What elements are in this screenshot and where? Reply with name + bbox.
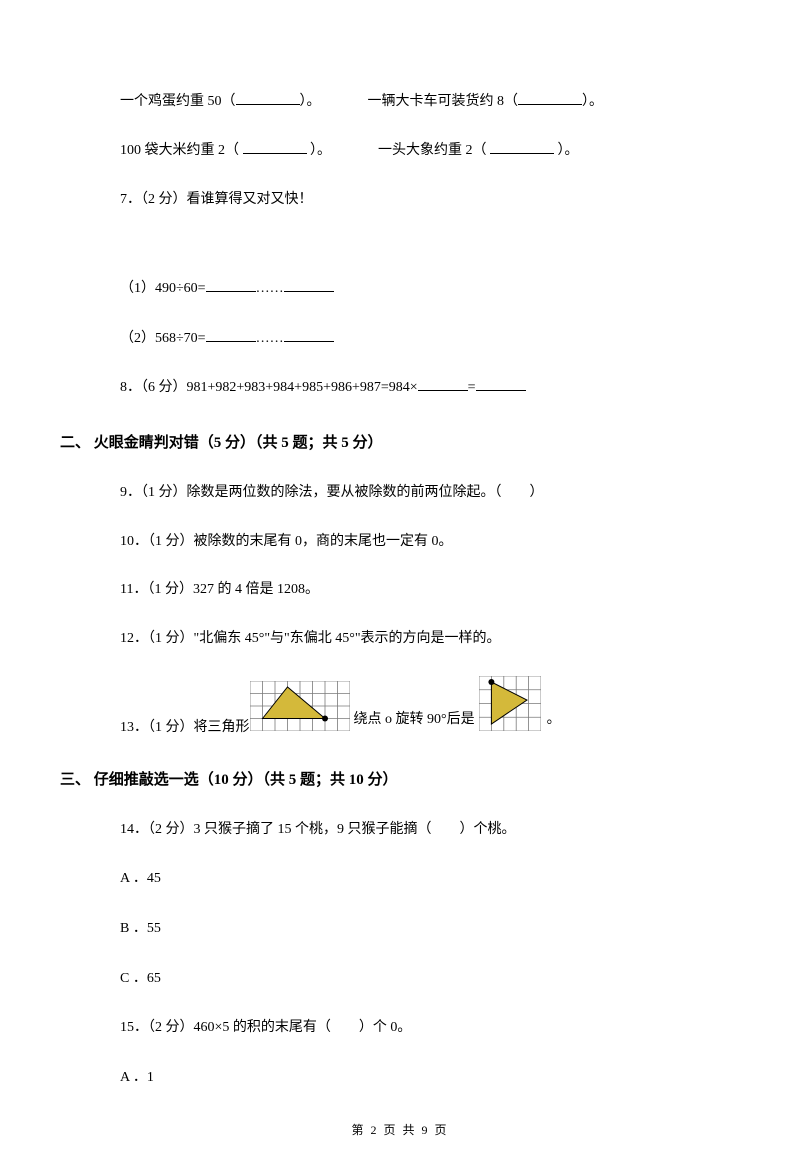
blank-rice[interactable] [243,139,307,154]
question-8: 8．（6 分）981+982+983+984+985+986+987=984× = [60,376,740,399]
question-6-line2: 100 袋大米约重 2（ ）。 一头大象约重 2（ ）。 [60,139,740,162]
blank-8b[interactable] [476,376,526,391]
blank-7-1b[interactable] [284,277,334,292]
question-10: 10．（1 分）被除数的末尾有 0，商的末尾也一定有 0。 [60,531,740,553]
q6-truck-b: ）。 [582,94,603,109]
q7-1-sep: …… [256,281,284,296]
q13-b: 绕点 o 旋转 90°后是 [354,708,475,728]
option-14c[interactable]: C ．65 [60,967,740,987]
question-7-1: （1）490÷60= …… [60,277,740,300]
blank-8a[interactable] [418,376,468,391]
blank-truck[interactable] [518,90,582,105]
section-3-header: 三、 仔细推敲选一选（10 分）（共 5 题；共 10 分） [60,768,740,789]
question-7: 7．（2 分）看谁算得又对又快！ [60,189,740,211]
q6-rice-b: ）。 [310,143,331,158]
question-11: 11．（1 分）327 的 4 倍是 1208。 [60,579,740,601]
page-footer: 第 2 页 共 9 页 [0,1121,800,1138]
q6-egg-b: ）。 [300,94,321,109]
blank-7-2a[interactable] [206,327,256,342]
blank-ele[interactable] [490,139,554,154]
q13-a: 13．（1 分）将三角形 [120,716,250,736]
section-2-header: 二、 火眼金睛判对错（5 分）（共 5 题；共 5 分） [60,431,740,452]
question-15: 15．（2 分）460×5 的积的末尾有（ ）个 0。 [60,1017,740,1039]
q6-egg-a: 一个鸡蛋约重 50（ [120,94,236,109]
question-14: 14．（2 分）3 只猴子摘了 15 个桃，9 只猴子能摘（ ）个桃。 [60,819,740,841]
option-15a[interactable]: A ．1 [60,1066,740,1086]
blank-egg[interactable] [236,90,300,105]
q7-2-sep: …… [256,331,284,346]
question-9: 9．（1 分）除数是两位数的除法，要从被除数的前两位除起。（ ） [60,482,740,504]
blank-7-2b[interactable] [284,327,334,342]
q6-ele-b: ）。 [558,143,579,158]
q7-2-a: （2）568÷70= [120,331,206,346]
q6-rice-a: 100 袋大米约重 2（ [120,143,239,158]
blank-7-1a[interactable] [206,277,256,292]
q7-1-a: （1）490÷60= [120,281,206,296]
question-7-2: （2）568÷70= …… [60,327,740,350]
question-13: 13．（1 分）将三角形 [60,676,740,736]
question-6-line1: 一个鸡蛋约重 50（ ）。 一辆大卡车可装货约 8（ ）。 [60,90,740,113]
q6-ele-a: 一头大象约重 2（ [378,143,487,158]
q6-truck-a: 一辆大卡车可装货约 8（ [368,94,519,109]
q8-eq: = [468,380,476,395]
option-14a[interactable]: A ．45 [60,867,740,887]
triangle-grid-before [250,681,350,736]
triangle-grid-after [479,676,541,736]
option-14b[interactable]: B ．55 [60,917,740,937]
q8-a: 8．（6 分）981+982+983+984+985+986+987=984× [120,380,418,395]
q13-c: 。 [547,708,561,728]
question-12: 12．（1 分）"北偏东 45°"与"东偏北 45°"表示的方向是一样的。 [60,628,740,650]
